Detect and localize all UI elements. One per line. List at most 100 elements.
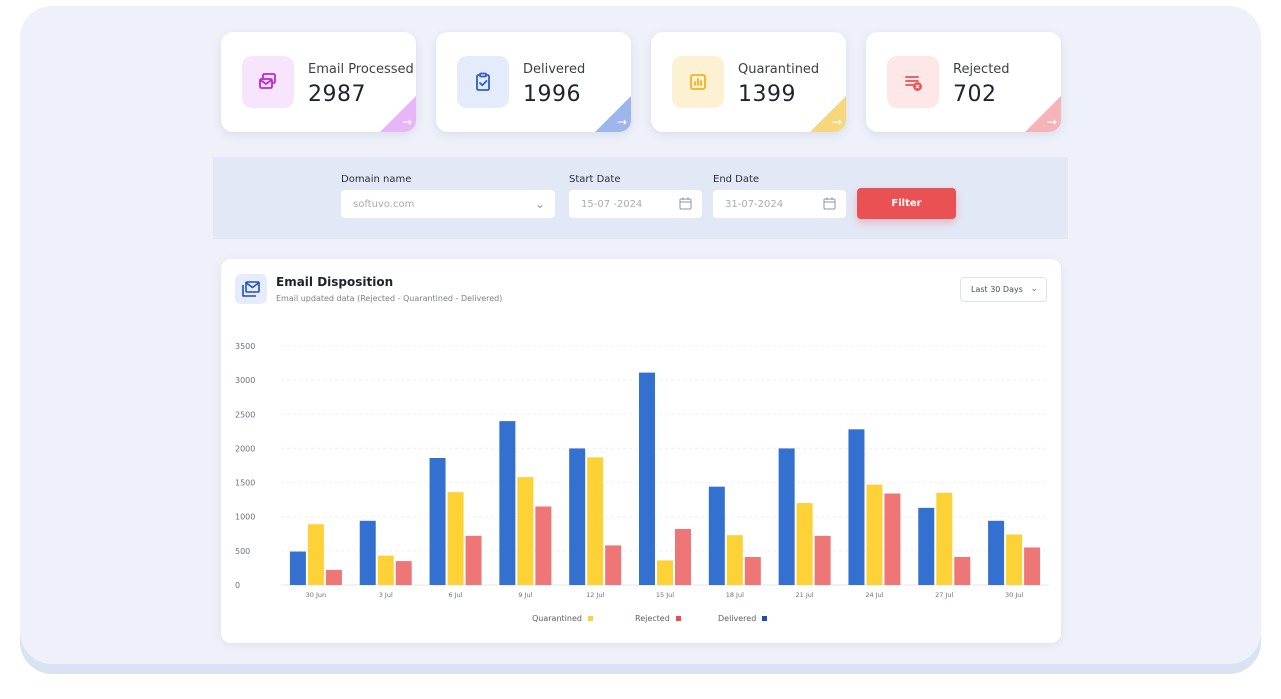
bar-quarantined bbox=[657, 560, 673, 585]
domain-value: softuvo.com bbox=[353, 198, 415, 210]
bar-rejected bbox=[744, 557, 761, 585]
x-tick-label: 18 Jul bbox=[726, 591, 744, 599]
domain-label: Domain name bbox=[341, 174, 412, 185]
bar-delivered bbox=[639, 372, 655, 585]
x-tick-label: 3 Jul bbox=[379, 591, 393, 599]
chevron-down-icon: ⌄ bbox=[1030, 284, 1038, 294]
x-tick-label: 30 Jul bbox=[1005, 591, 1023, 599]
end-date-label: End Date bbox=[713, 174, 760, 185]
bar-delivered bbox=[918, 507, 935, 585]
stat-value: 2987 bbox=[308, 82, 366, 107]
bar-quarantined bbox=[726, 535, 743, 585]
bar-rejected bbox=[605, 545, 622, 585]
stat-card-quarantined[interactable]: Quarantined 1399 → bbox=[651, 32, 846, 132]
legend-label: Rejected bbox=[635, 614, 670, 623]
x-tick-label: 12 Jul bbox=[586, 591, 604, 599]
x-tick-label: 27 Jul bbox=[935, 591, 953, 599]
bar-rejected bbox=[1024, 547, 1041, 585]
y-tick-label: 2500 bbox=[235, 410, 255, 419]
legend-label: Delivered bbox=[718, 614, 757, 623]
arrow-right-icon[interactable]: → bbox=[810, 96, 846, 132]
bar-quarantined bbox=[936, 492, 953, 585]
arrow-right-icon[interactable]: → bbox=[595, 96, 631, 132]
email-disposition-chart: 0 500 1000 1500 2000 2500 3000 3500 30 Jun 3 Jul 6… bbox=[235, 342, 1049, 599]
x-tick-label: 30 Jun bbox=[306, 591, 327, 599]
y-tick-label: 500 bbox=[235, 547, 250, 556]
bar-delivered bbox=[569, 448, 586, 585]
chart-box-icon bbox=[672, 56, 724, 108]
y-tick-label: 3000 bbox=[235, 376, 255, 385]
start-date-input[interactable]: 15-07 -2024 bbox=[569, 190, 702, 218]
bar-delivered bbox=[289, 551, 306, 585]
email-disposition-panel: 0 500 1000 1500 2000 2500 3000 3500 30 Jun 3 Jul 6… bbox=[221, 259, 1061, 643]
end-date-value: 31-07-2024 bbox=[725, 198, 784, 210]
legend-label: Quarantined bbox=[532, 614, 582, 623]
calendar-icon[interactable] bbox=[823, 197, 836, 213]
legend-item-delivered[interactable]: Delivered bbox=[718, 614, 768, 623]
stat-label: Email Processed bbox=[308, 62, 414, 77]
bar-rejected bbox=[325, 569, 342, 585]
stat-label: Quarantined bbox=[738, 62, 820, 77]
legend-item-quarantined[interactable]: Quarantined bbox=[532, 614, 593, 623]
reject-list-icon bbox=[887, 56, 939, 108]
clipboard-check-icon bbox=[457, 56, 509, 108]
start-date-value: 15-07 -2024 bbox=[581, 198, 643, 210]
bar-rejected bbox=[395, 561, 412, 585]
start-date-label: Start Date bbox=[569, 174, 621, 185]
bar-rejected bbox=[675, 529, 691, 585]
y-tick-label: 2000 bbox=[235, 444, 255, 453]
y-tick-label: 1500 bbox=[235, 479, 255, 488]
x-tick-label: 15 Jul bbox=[656, 591, 674, 599]
range-select[interactable]: Last 30 Days ⌄ bbox=[960, 277, 1047, 302]
panel-subtitle: Email updated data (Rejected - Quarantin… bbox=[276, 294, 503, 303]
y-tick-label: 1000 bbox=[235, 513, 255, 522]
stat-card-delivered[interactable]: Delivered 1996 → bbox=[436, 32, 631, 132]
legend-swatch bbox=[587, 616, 593, 621]
bar-delivered bbox=[848, 429, 865, 585]
stat-label: Rejected bbox=[953, 62, 1010, 77]
filter-button[interactable]: Filter bbox=[857, 188, 956, 219]
bar-quarantined bbox=[517, 477, 534, 585]
end-date-input[interactable]: 31-07-2024 bbox=[713, 190, 846, 218]
stat-value: 1399 bbox=[738, 82, 796, 107]
bar-rejected bbox=[884, 493, 901, 585]
bar-quarantined bbox=[447, 492, 464, 585]
panel-title: Email Disposition bbox=[276, 275, 394, 289]
stat-value: 702 bbox=[953, 82, 997, 107]
x-tick-label: 6 Jul bbox=[449, 591, 463, 599]
bar-delivered bbox=[499, 421, 516, 585]
email-stack-icon bbox=[242, 56, 294, 108]
stat-value: 1996 bbox=[523, 82, 581, 107]
bar-quarantined bbox=[866, 484, 883, 585]
mail-box-icon bbox=[235, 274, 267, 304]
domain-select[interactable]: softuvo.com ⌄ bbox=[341, 190, 555, 218]
bar-quarantined bbox=[587, 457, 604, 585]
y-tick-label: 3500 bbox=[235, 342, 255, 351]
stat-card-email-processed[interactable]: Email Processed 2987 → bbox=[221, 32, 416, 132]
x-tick-label: 9 Jul bbox=[518, 591, 532, 599]
bar-rejected bbox=[465, 535, 482, 585]
chart-legend: Quarantined Rejected Delivered bbox=[221, 614, 1061, 628]
bar-rejected bbox=[954, 557, 971, 585]
arrow-right-icon[interactable]: → bbox=[1025, 96, 1061, 132]
calendar-icon[interactable] bbox=[679, 197, 692, 213]
legend-swatch bbox=[675, 616, 681, 621]
bar-delivered bbox=[359, 520, 376, 585]
bar-delivered bbox=[708, 486, 725, 585]
bar-delivered bbox=[429, 457, 446, 585]
y-tick-label: 0 bbox=[235, 581, 240, 590]
x-tick-label: 21 Jul bbox=[796, 591, 814, 599]
bar-delivered bbox=[778, 448, 795, 585]
arrow-right-icon[interactable]: → bbox=[380, 96, 416, 132]
legend-item-rejected[interactable]: Rejected bbox=[635, 614, 681, 623]
bar-quarantined bbox=[796, 503, 813, 585]
stat-card-rejected[interactable]: Rejected 702 → bbox=[866, 32, 1061, 132]
bar-rejected bbox=[814, 535, 831, 585]
legend-swatch bbox=[762, 616, 768, 621]
stat-label: Delivered bbox=[523, 62, 586, 77]
bar-rejected bbox=[535, 506, 552, 585]
bar-quarantined bbox=[1006, 534, 1023, 585]
x-tick-label: 24 Jul bbox=[865, 591, 883, 599]
bar-delivered bbox=[988, 520, 1005, 585]
bar-quarantined bbox=[377, 555, 394, 585]
